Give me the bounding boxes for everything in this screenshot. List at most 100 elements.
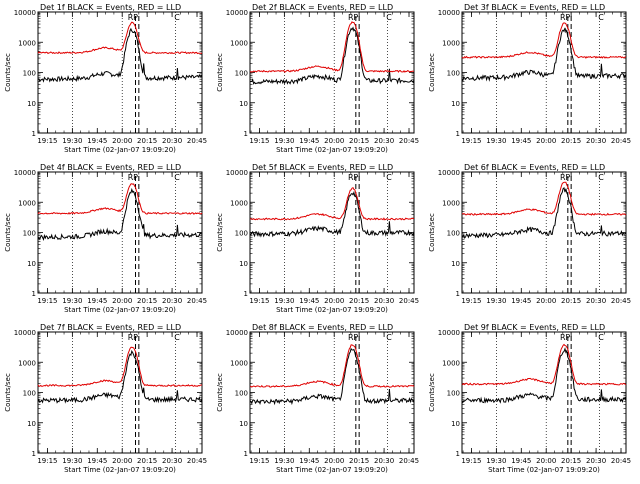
y-tick-label: 10 <box>451 260 460 268</box>
y-tick-label: 1000 <box>230 39 248 47</box>
plot-frame <box>461 11 627 134</box>
x-tick-label: 19:45 <box>299 137 319 145</box>
x-axis-label: Start Time (02-Jan-07 19:09:20) <box>276 146 388 154</box>
series-lld-line <box>37 21 203 55</box>
x-tick-label: 19:15 <box>461 297 481 305</box>
y-tick-label: 1 <box>244 130 248 138</box>
y-axis-label: Counts/sec <box>4 373 12 412</box>
y-tick-label: 100 <box>235 70 248 78</box>
marker-p: P <box>133 13 138 22</box>
marker-p: P <box>353 13 358 22</box>
y-tick-label: 1 <box>456 290 460 298</box>
panel-det-2: Det 2f BLACK = Events, RED = LLD Counts/s… <box>216 3 419 154</box>
y-tick-label: 10000 <box>14 169 36 177</box>
y-axis-label: Counts/sec <box>216 213 224 252</box>
x-tick-label: 19:15 <box>37 297 57 305</box>
x-tick-label: 20:00 <box>324 137 344 145</box>
x-axis-label: Start Time (02-Jan-07 19:09:20) <box>64 466 176 474</box>
marker-r: R <box>348 333 354 342</box>
x-tick-label: 20:45 <box>611 297 631 305</box>
x-tick-label: 20:45 <box>399 137 419 145</box>
y-tick-label: 10000 <box>14 329 36 337</box>
panel-det-1: Det 1f BLACK = Events, RED = LLD Counts/s… <box>4 3 207 154</box>
x-tick-label: 20:15 <box>561 457 581 465</box>
x-tick-label: 19:45 <box>511 137 531 145</box>
y-tick-label: 1000 <box>230 359 248 367</box>
x-tick-label: 20:15 <box>137 137 157 145</box>
x-tick-label: 20:15 <box>137 297 157 305</box>
series-lld-line <box>37 346 202 387</box>
y-tick-label: 1 <box>32 290 36 298</box>
x-tick-label: 20:30 <box>162 457 182 465</box>
x-tick-label: 19:30 <box>486 457 506 465</box>
x-tick-label: 20:15 <box>561 297 581 305</box>
y-tick-label: 10000 <box>226 9 248 17</box>
marker-p: P <box>565 333 570 342</box>
y-tick-label: 10 <box>27 100 36 108</box>
marker-c: C <box>386 333 392 342</box>
x-tick-label: 19:45 <box>511 297 531 305</box>
x-tick-label: 19:15 <box>461 137 481 145</box>
x-tick-label: 19:15 <box>37 457 57 465</box>
marker-c: C <box>386 173 392 182</box>
y-tick-label: 10 <box>239 100 248 108</box>
y-tick-label: 1000 <box>442 39 460 47</box>
x-tick-label: 20:30 <box>374 457 394 465</box>
x-tick-label: 20:00 <box>324 297 344 305</box>
y-tick-label: 10000 <box>438 329 460 337</box>
x-tick-label: 20:45 <box>187 297 207 305</box>
x-tick-label: 19:30 <box>274 137 294 145</box>
x-tick-label: 19:15 <box>249 137 269 145</box>
x-tick-label: 19:30 <box>62 137 82 145</box>
series-events-line <box>37 349 203 404</box>
x-tick-label: 19:30 <box>274 297 294 305</box>
y-tick-label: 100 <box>235 390 248 398</box>
marker-r: R <box>348 13 354 22</box>
panel-title: Det 7f BLACK = Events, RED = LLD <box>40 323 181 332</box>
panel-title: Det 2f BLACK = Events, RED = LLD <box>252 3 393 12</box>
y-axis-label: Counts/sec <box>216 53 224 92</box>
y-tick-label: 100 <box>447 390 460 398</box>
x-tick-label: 19:15 <box>249 457 269 465</box>
panel-det-8: Det 8f BLACK = Events, RED = LLD Counts/s… <box>216 323 419 474</box>
y-tick-label: 1 <box>32 130 36 138</box>
x-axis-label: Start Time (02-Jan-07 19:09:20) <box>64 146 176 154</box>
x-tick-label: 20:00 <box>112 137 132 145</box>
marker-r: R <box>128 13 134 22</box>
x-tick-label: 20:15 <box>349 457 369 465</box>
x-tick-label: 20:45 <box>399 297 419 305</box>
x-tick-label: 20:45 <box>187 137 207 145</box>
x-tick-label: 20:15 <box>561 137 581 145</box>
marker-c: C <box>174 173 180 182</box>
panel-det-4: Det 4f BLACK = Events, RED = LLD Counts/s… <box>4 163 207 314</box>
x-tick-label: 20:00 <box>536 137 556 145</box>
x-tick-label: 20:30 <box>162 297 182 305</box>
y-tick-label: 10000 <box>226 329 248 337</box>
marker-p: P <box>353 333 358 342</box>
marker-r: R <box>560 173 566 182</box>
marker-p: P <box>565 173 570 182</box>
marker-r: R <box>128 333 134 342</box>
series-events-line <box>37 27 203 83</box>
marker-r: R <box>128 173 134 182</box>
panel-title: Det 9f BLACK = Events, RED = LLD <box>464 323 605 332</box>
x-tick-label: 20:00 <box>536 457 556 465</box>
marker-c: C <box>174 13 180 22</box>
x-axis-label: Start Time (02-Jan-07 19:09:20) <box>64 306 176 314</box>
y-axis-label: Counts/sec <box>428 373 436 412</box>
y-tick-label: 1 <box>456 450 460 458</box>
marker-p: P <box>565 13 570 22</box>
series-events-line <box>461 187 627 239</box>
y-tick-label: 10 <box>451 420 460 428</box>
x-tick-label: 19:15 <box>461 457 481 465</box>
x-tick-label: 20:30 <box>586 457 606 465</box>
y-tick-label: 100 <box>235 230 248 238</box>
x-tick-label: 19:30 <box>486 297 506 305</box>
y-tick-label: 10 <box>239 420 248 428</box>
y-axis-label: Counts/sec <box>4 53 12 92</box>
x-tick-label: 19:45 <box>87 137 107 145</box>
marker-c: C <box>598 173 604 182</box>
y-axis-label: Counts/sec <box>428 53 436 92</box>
series-lld-line <box>249 187 414 221</box>
